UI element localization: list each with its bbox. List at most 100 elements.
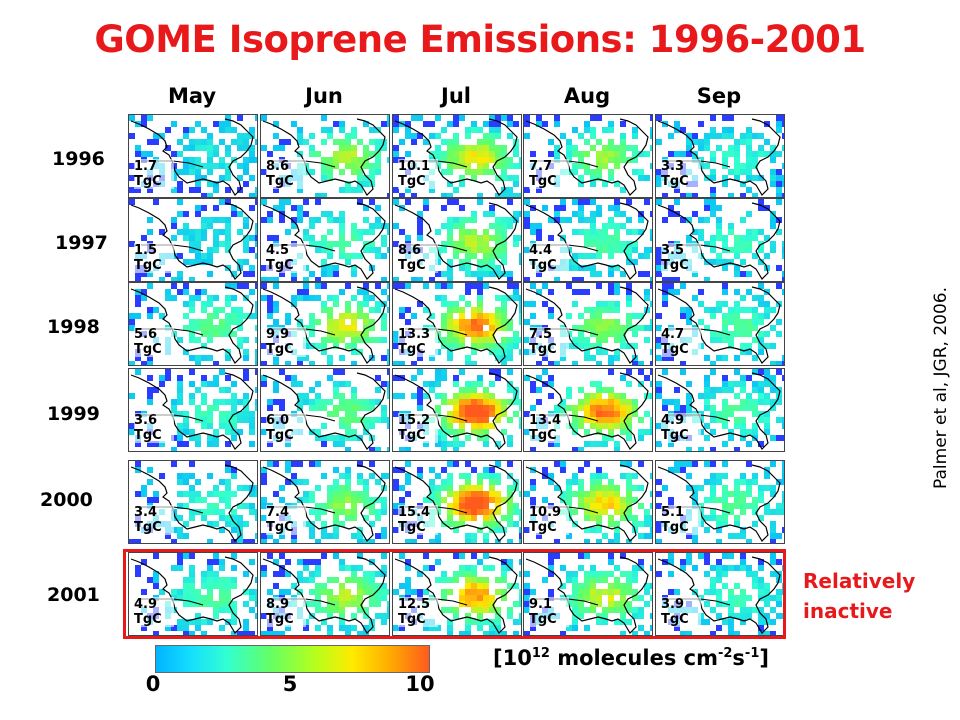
total-value: 4.7 <box>661 327 685 342</box>
total-unit: TgC <box>134 520 162 535</box>
total-unit: TgC <box>398 612 426 627</box>
colorbar-units-label: [1012 molecules cm-2s-1] <box>493 646 769 670</box>
coastline <box>394 118 518 196</box>
total-unit: TgC <box>134 612 162 627</box>
total-unit: TgC <box>398 520 426 535</box>
month-label-aug: Aug <box>563 84 611 108</box>
year-label-2001: 2001 <box>47 584 100 606</box>
map-panel-1999-sep: 4.9 TgC <box>655 368 785 452</box>
total-value: 12.5 <box>398 597 431 612</box>
total-value: 5.6 <box>134 327 158 342</box>
map-panel-1998-may: 5.6 TgC <box>128 282 258 366</box>
year-label-2000: 2000 <box>40 489 93 511</box>
colorbar-tick-max: 10 <box>405 672 435 696</box>
total-value: 8.6 <box>398 243 422 258</box>
total-emission-label: 3.6 TgC <box>134 413 174 443</box>
total-emission-label: 4.4 TgC <box>529 243 569 273</box>
month-label-sep: Sep <box>696 84 742 108</box>
coastline <box>657 372 781 450</box>
coastline <box>394 202 518 280</box>
total-value: 3.3 <box>661 159 685 174</box>
coastline <box>130 372 254 450</box>
total-unit: TgC <box>398 174 426 189</box>
total-unit: TgC <box>266 428 294 443</box>
coastline <box>657 118 781 196</box>
total-value: 4.5 <box>266 243 290 258</box>
map-panel-2001-aug: 9.1 TgC <box>523 552 653 636</box>
colorbar <box>155 645 430 673</box>
map-panel-1996-jul: 10.1 TgC <box>392 114 522 198</box>
emission-map <box>261 553 389 635</box>
total-value: 3.9 <box>661 597 685 612</box>
coastline <box>525 556 649 634</box>
total-value: 3.5 <box>661 243 685 258</box>
emission-map <box>129 461 257 543</box>
total-value: 13.4 <box>529 413 562 428</box>
year-label-1998: 1998 <box>47 316 100 338</box>
total-unit: TgC <box>529 428 557 443</box>
coastline <box>130 464 254 542</box>
map-panel-2001-jul: 12.5 TgC <box>392 552 522 636</box>
total-unit: TgC <box>529 612 557 627</box>
total-emission-label: 3.4 TgC <box>134 505 174 535</box>
coastline <box>525 372 649 450</box>
total-value: 4.9 <box>661 413 685 428</box>
total-value: 8.9 <box>266 597 290 612</box>
total-unit: TgC <box>661 174 689 189</box>
total-value: 4.9 <box>134 597 158 612</box>
total-unit: TgC <box>134 428 162 443</box>
total-value: 7.5 <box>529 327 553 342</box>
map-panel-1999-aug: 13.4 TgC <box>523 368 653 452</box>
coastline <box>262 202 386 280</box>
citation-text: Palmer et al, JGR, 2006. <box>931 287 951 489</box>
total-value: 4.4 <box>529 243 553 258</box>
total-value: 5.1 <box>661 505 685 520</box>
total-unit: TgC <box>398 428 426 443</box>
total-emission-label: 7.7 TgC <box>529 159 569 189</box>
emission-map <box>524 461 652 543</box>
total-emission-label: 1.5 TgC <box>134 243 174 273</box>
year-label-1997: 1997 <box>55 232 108 254</box>
total-value: 9.1 <box>529 597 553 612</box>
total-emission-label: 13.3 TgC <box>398 327 438 357</box>
coastline <box>394 286 518 364</box>
coastline <box>130 202 254 280</box>
map-panel-1999-jul: 15.2 TgC <box>392 368 522 452</box>
total-emission-label: 3.9 TgC <box>661 597 701 627</box>
map-panel-1998-jul: 13.3 TgC <box>392 282 522 366</box>
map-panel-2001-may: 4.9 TgC <box>128 552 258 636</box>
total-emission-label: 4.5 TgC <box>266 243 306 273</box>
total-unit: TgC <box>266 342 294 357</box>
map-panel-1997-aug: 4.4 TgC <box>523 198 653 282</box>
total-value: 10.1 <box>398 159 431 174</box>
coastline <box>130 118 254 196</box>
total-unit: TgC <box>661 258 689 273</box>
total-value: 15.2 <box>398 413 431 428</box>
map-panel-1996-may: 1.7 TgC <box>128 114 258 198</box>
total-unit: TgC <box>134 258 162 273</box>
total-emission-label: 8.6 TgC <box>266 159 306 189</box>
total-unit: TgC <box>266 612 294 627</box>
month-label-jul: Jul <box>441 84 471 108</box>
emission-map <box>393 369 521 451</box>
total-emission-label: 4.9 TgC <box>134 597 174 627</box>
total-value: 8.6 <box>266 159 290 174</box>
total-emission-label: 6.0 TgC <box>266 413 306 443</box>
coastline <box>394 372 518 450</box>
total-unit: TgC <box>266 174 294 189</box>
total-emission-label: 10.9 TgC <box>529 505 569 535</box>
coastline <box>657 202 781 280</box>
total-unit: TgC <box>529 258 557 273</box>
total-unit: TgC <box>529 174 557 189</box>
map-panel-1997-jul: 8.6 TgC <box>392 198 522 282</box>
annotation-line-1: Relatively <box>803 569 916 593</box>
total-value: 13.3 <box>398 327 431 342</box>
map-panel-1999-may: 3.6 TgC <box>128 368 258 452</box>
total-emission-label: 7.4 TgC <box>266 505 306 535</box>
total-emission-label: 15.2 TgC <box>398 413 438 443</box>
total-emission-label: 10.1 TgC <box>398 159 438 189</box>
map-panel-1997-jun: 4.5 TgC <box>260 198 390 282</box>
total-value: 1.5 <box>134 243 158 258</box>
total-unit: TgC <box>661 428 689 443</box>
total-emission-label: 8.9 TgC <box>266 597 306 627</box>
